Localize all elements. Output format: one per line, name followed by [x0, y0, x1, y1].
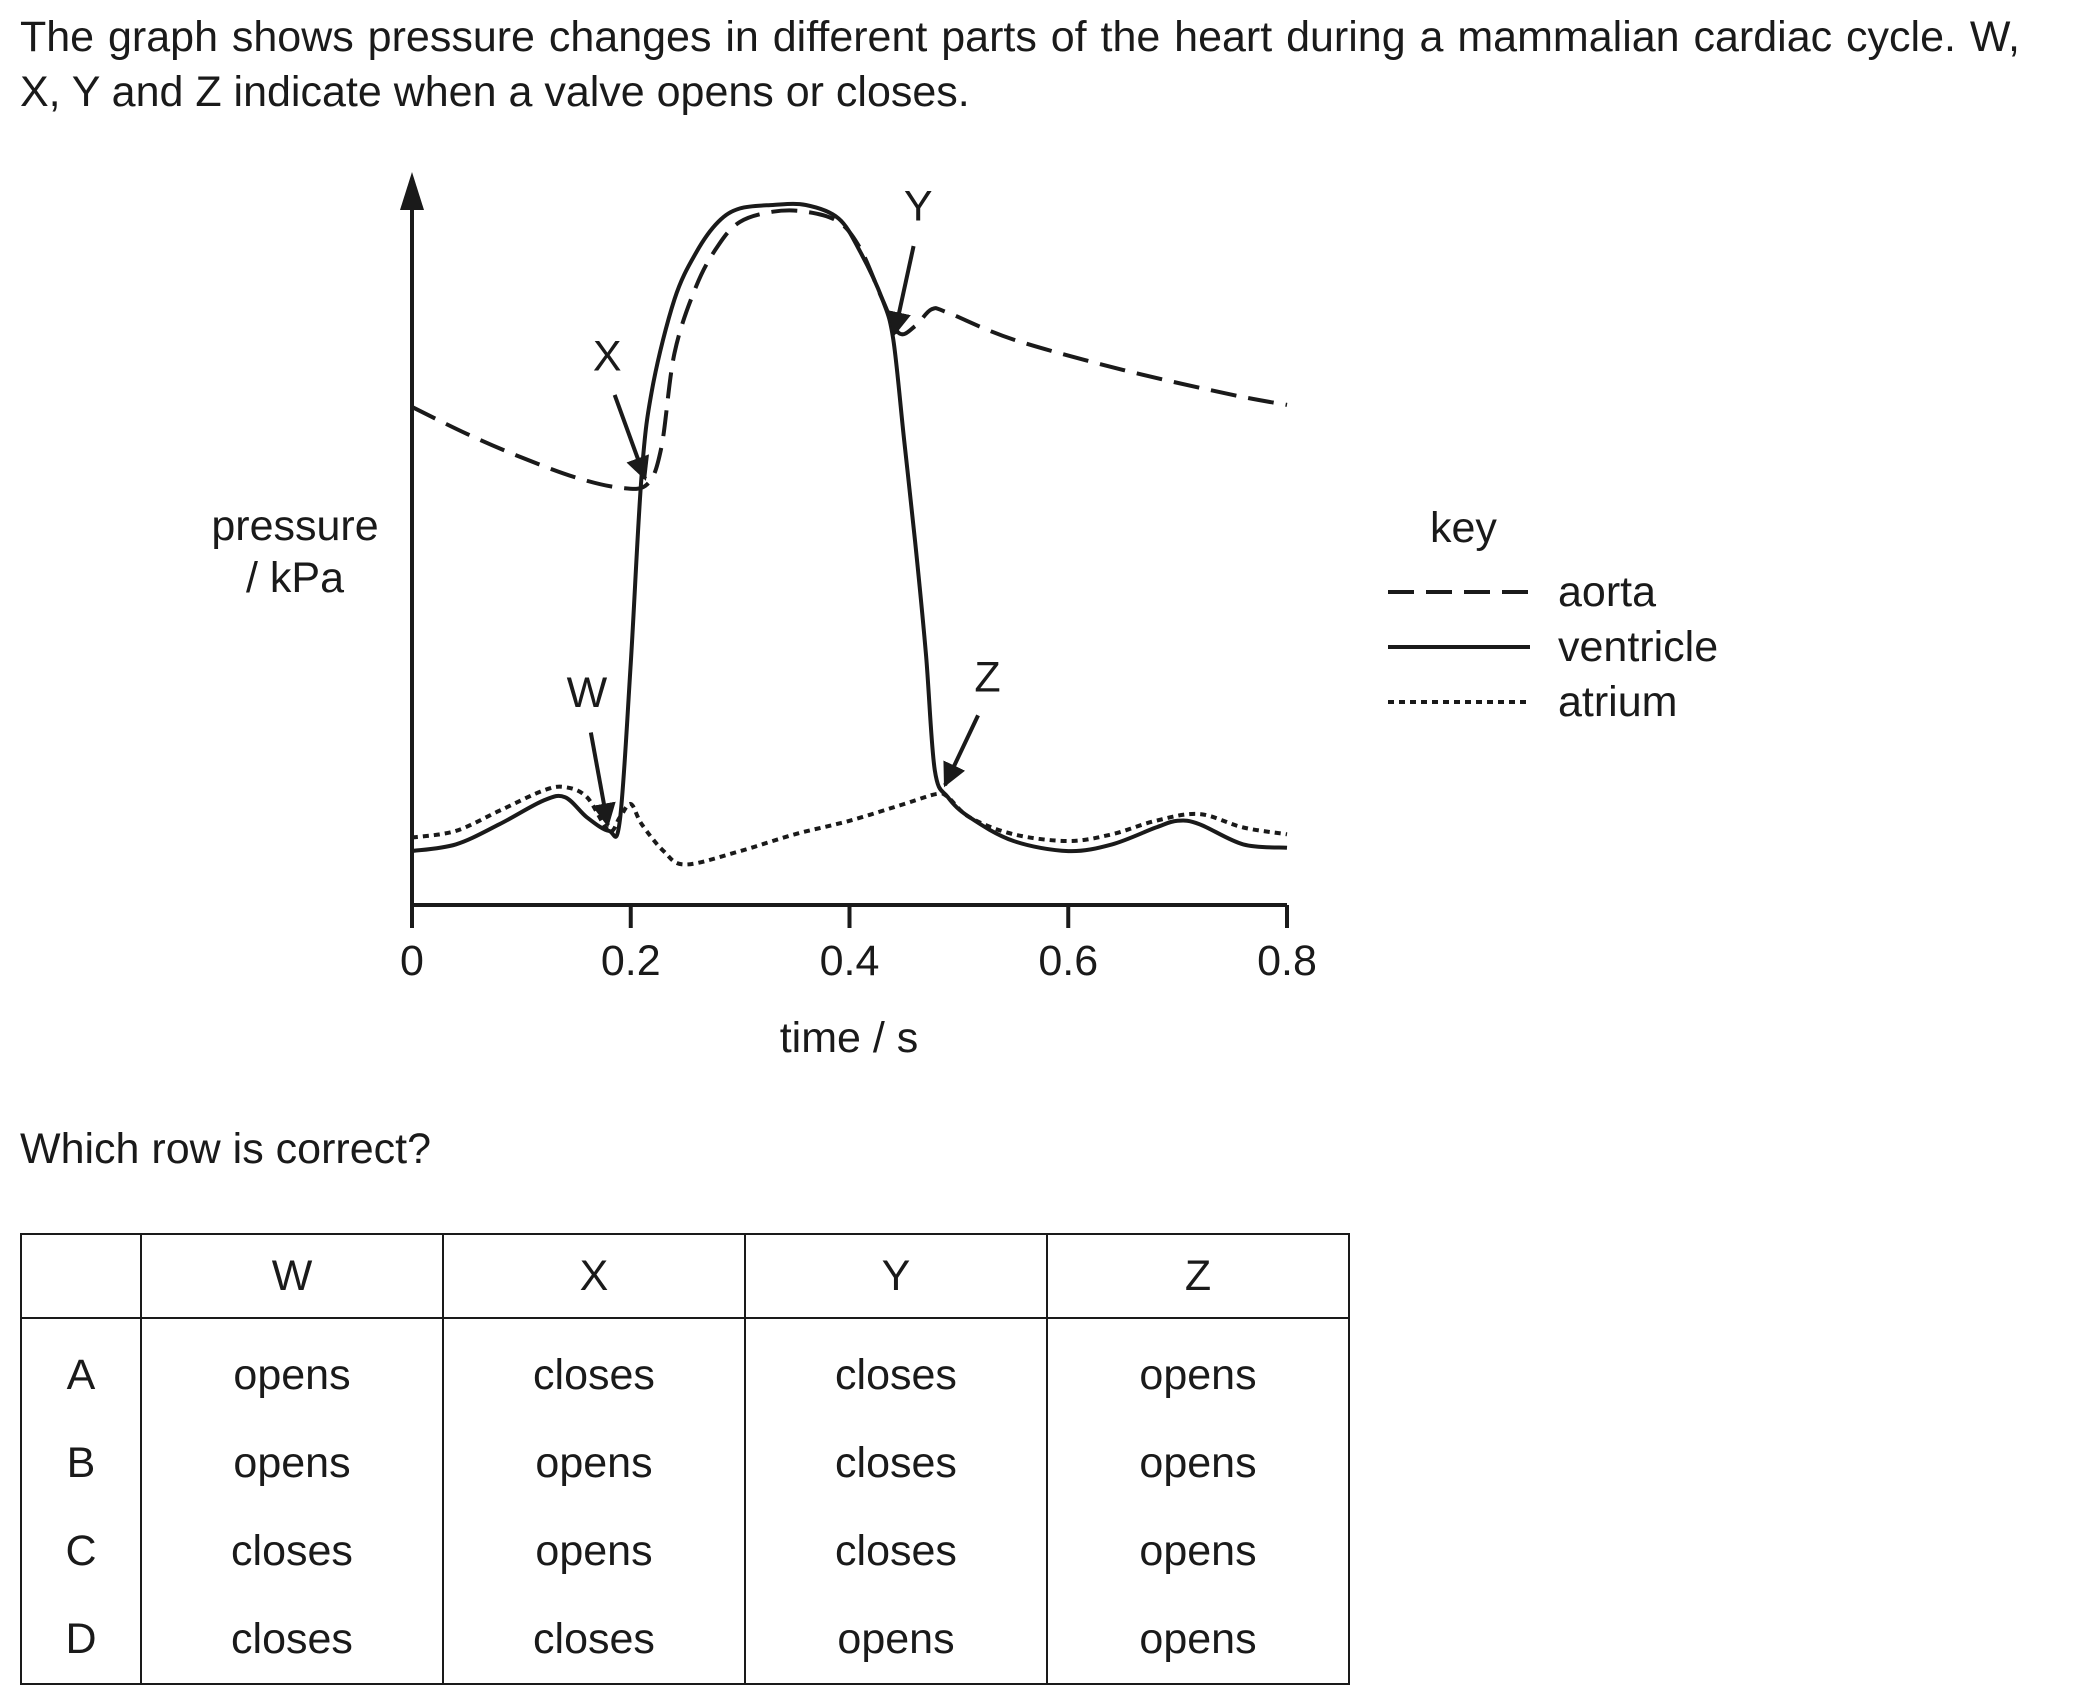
- y-axis-label: pressure: [211, 502, 378, 550]
- legend-label-aorta: aorta: [1558, 568, 1656, 616]
- row-letter: A: [20, 1318, 142, 1419]
- x-tick-label: 0.8: [1257, 937, 1317, 985]
- annotation-arrow-z: [943, 714, 980, 788]
- table-cell: opens: [1046, 1419, 1350, 1507]
- table-row-c: C closes opens closes opens: [20, 1507, 1350, 1595]
- table-row-d: D closes closes opens opens: [20, 1595, 1350, 1685]
- table-cell: closes: [744, 1318, 1048, 1419]
- annotation-label-x: X: [593, 332, 622, 380]
- annotation-arrow-x: [612, 394, 650, 481]
- annotation-arrow-y: [887, 245, 916, 337]
- y-axis-unit-label: / kPa: [246, 554, 344, 602]
- row-letter: D: [20, 1595, 142, 1685]
- table-cell: opens: [140, 1419, 444, 1507]
- x-tick-label: 0.2: [601, 937, 661, 985]
- x-tick-label: 0: [400, 937, 424, 985]
- table-cell: closes: [442, 1595, 746, 1685]
- annotation-label-w: W: [567, 669, 608, 717]
- y-axis-arrow: [400, 172, 424, 210]
- x-tick-label: 0.6: [1038, 937, 1098, 985]
- table-cell: closes: [140, 1507, 444, 1595]
- annotation-label-z: Z: [974, 654, 1000, 702]
- table-cell: closes: [744, 1419, 1048, 1507]
- table-cell: closes: [442, 1318, 746, 1419]
- annotation-label-y: Y: [904, 183, 933, 231]
- annotation-arrow-w: [588, 732, 616, 828]
- table-cell: closes: [744, 1507, 1048, 1595]
- question-intro: The graph shows pressure changes in diff…: [20, 13, 2020, 116]
- x-axis-label: time / s: [780, 1014, 919, 1062]
- legend-label-atrium: atrium: [1558, 678, 1677, 726]
- table-cell: opens: [1046, 1595, 1350, 1685]
- question-prompt: Which row is correct?: [20, 1125, 431, 1173]
- table-header-z: Z: [1046, 1233, 1350, 1319]
- table-cell: opens: [744, 1595, 1048, 1685]
- legend-title: key: [1430, 504, 1497, 552]
- series-line-aorta: [411, 208, 1288, 491]
- x-tick-label: 0.4: [820, 937, 880, 985]
- answer-table: W X Y Z A opens closes closes opens B op…: [20, 1233, 1350, 1685]
- table-header-y: Y: [744, 1233, 1048, 1319]
- table-cell: opens: [1046, 1318, 1350, 1419]
- table-header-row: W X Y Z: [20, 1233, 1350, 1319]
- table-cell: opens: [1046, 1507, 1350, 1595]
- table-row-b: B opens opens closes opens: [20, 1419, 1350, 1507]
- table-header-w: W: [140, 1233, 444, 1319]
- table-header-x: X: [442, 1233, 746, 1319]
- table-row-a: A opens closes closes opens: [20, 1318, 1350, 1419]
- table-header-blank: [20, 1233, 142, 1319]
- table-cell: closes: [140, 1595, 444, 1685]
- series-line-ventricle: [411, 201, 1288, 854]
- legend-label-ventricle: ventricle: [1558, 623, 1718, 671]
- row-letter: B: [20, 1419, 142, 1507]
- table-cell: opens: [140, 1318, 444, 1419]
- table-cell: opens: [442, 1419, 746, 1507]
- table-cell: opens: [442, 1507, 746, 1595]
- series-line-atrium: [411, 784, 1288, 867]
- row-letter: C: [20, 1507, 142, 1595]
